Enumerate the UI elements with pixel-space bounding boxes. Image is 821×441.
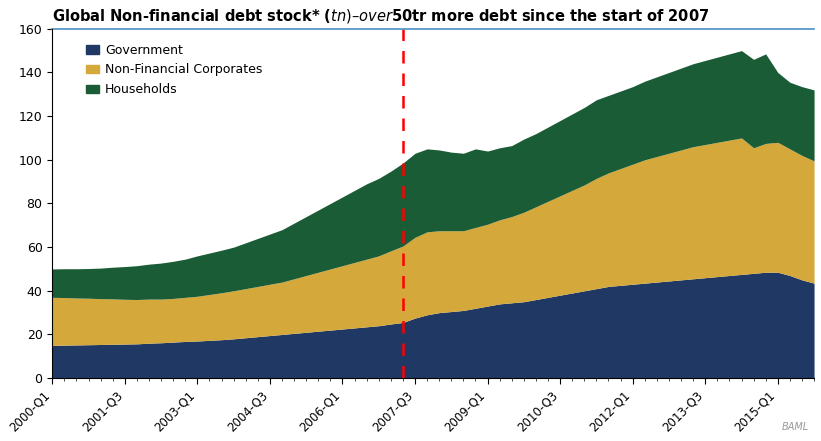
- Legend: Government, Non-Financial Corporates, Households: Government, Non-Financial Corporates, Ho…: [81, 38, 268, 101]
- Text: BAML: BAML: [782, 422, 809, 432]
- Text: Global Non-financial debt stock* ($tn) – over $50tr more debt since the start of: Global Non-financial debt stock* ($tn) –…: [53, 7, 709, 25]
